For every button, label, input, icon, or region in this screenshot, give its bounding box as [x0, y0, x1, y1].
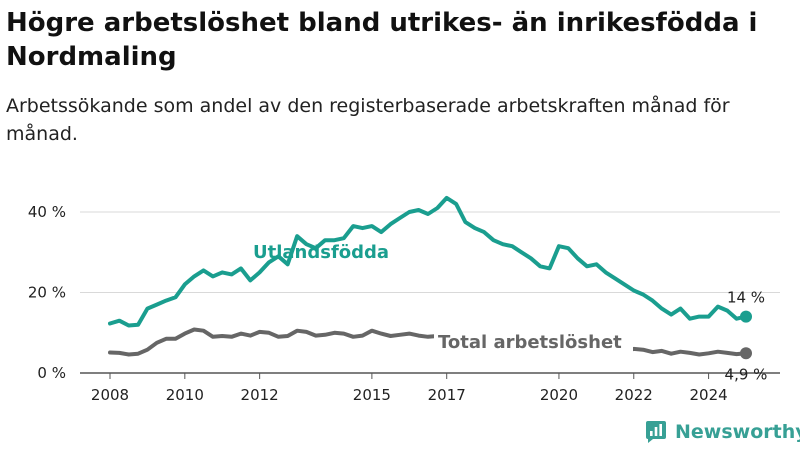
y-tick-label: 40 % [28, 203, 66, 221]
newsworthy-logo: Newsworthy [644, 417, 800, 447]
x-tick-label: 2020 [540, 386, 578, 404]
x-tick-label: 2022 [615, 386, 653, 404]
grid-lines [80, 211, 780, 374]
chart-title: Högre arbetslöshet bland utrikes- än inr… [6, 8, 758, 72]
series-line-total [108, 327, 748, 357]
bar-chart-icon [646, 421, 666, 443]
end-point-marker [740, 347, 752, 360]
end-point-marker [740, 310, 752, 323]
y-axis: 0 % 20 % 40 % [28, 203, 66, 382]
series-lines [108, 195, 752, 360]
x-tick-label: 2017 [428, 386, 466, 404]
x-tick-label: 2012 [241, 386, 279, 404]
chart-subtitle: Arbetssökande som andel av den registerb… [6, 95, 730, 145]
series-line-utlandsfodda [108, 195, 748, 328]
x-axis: 2008 2010 2012 2015 2017 2020 2022 2024 [91, 373, 728, 404]
brand-name: Newsworthy [675, 421, 800, 443]
x-tick-label: 2008 [91, 386, 129, 404]
x-tick-label: 2015 [353, 386, 391, 404]
end-value-label: 4,9 % [725, 365, 768, 383]
end-value-label: 14 % [727, 289, 765, 307]
series-label-utlandsfodda: Utlandsfödda [253, 242, 389, 263]
series-label-total: Total arbetslöshet [438, 332, 622, 353]
y-tick-label: 0 % [37, 364, 66, 382]
series-labels: 14 % 4,9 % Utlandsfödda Total arbetslöshet [253, 242, 767, 383]
x-tick-label: 2010 [166, 386, 204, 404]
x-tick-label: 2024 [689, 386, 727, 404]
y-tick-label: 20 % [28, 284, 66, 302]
